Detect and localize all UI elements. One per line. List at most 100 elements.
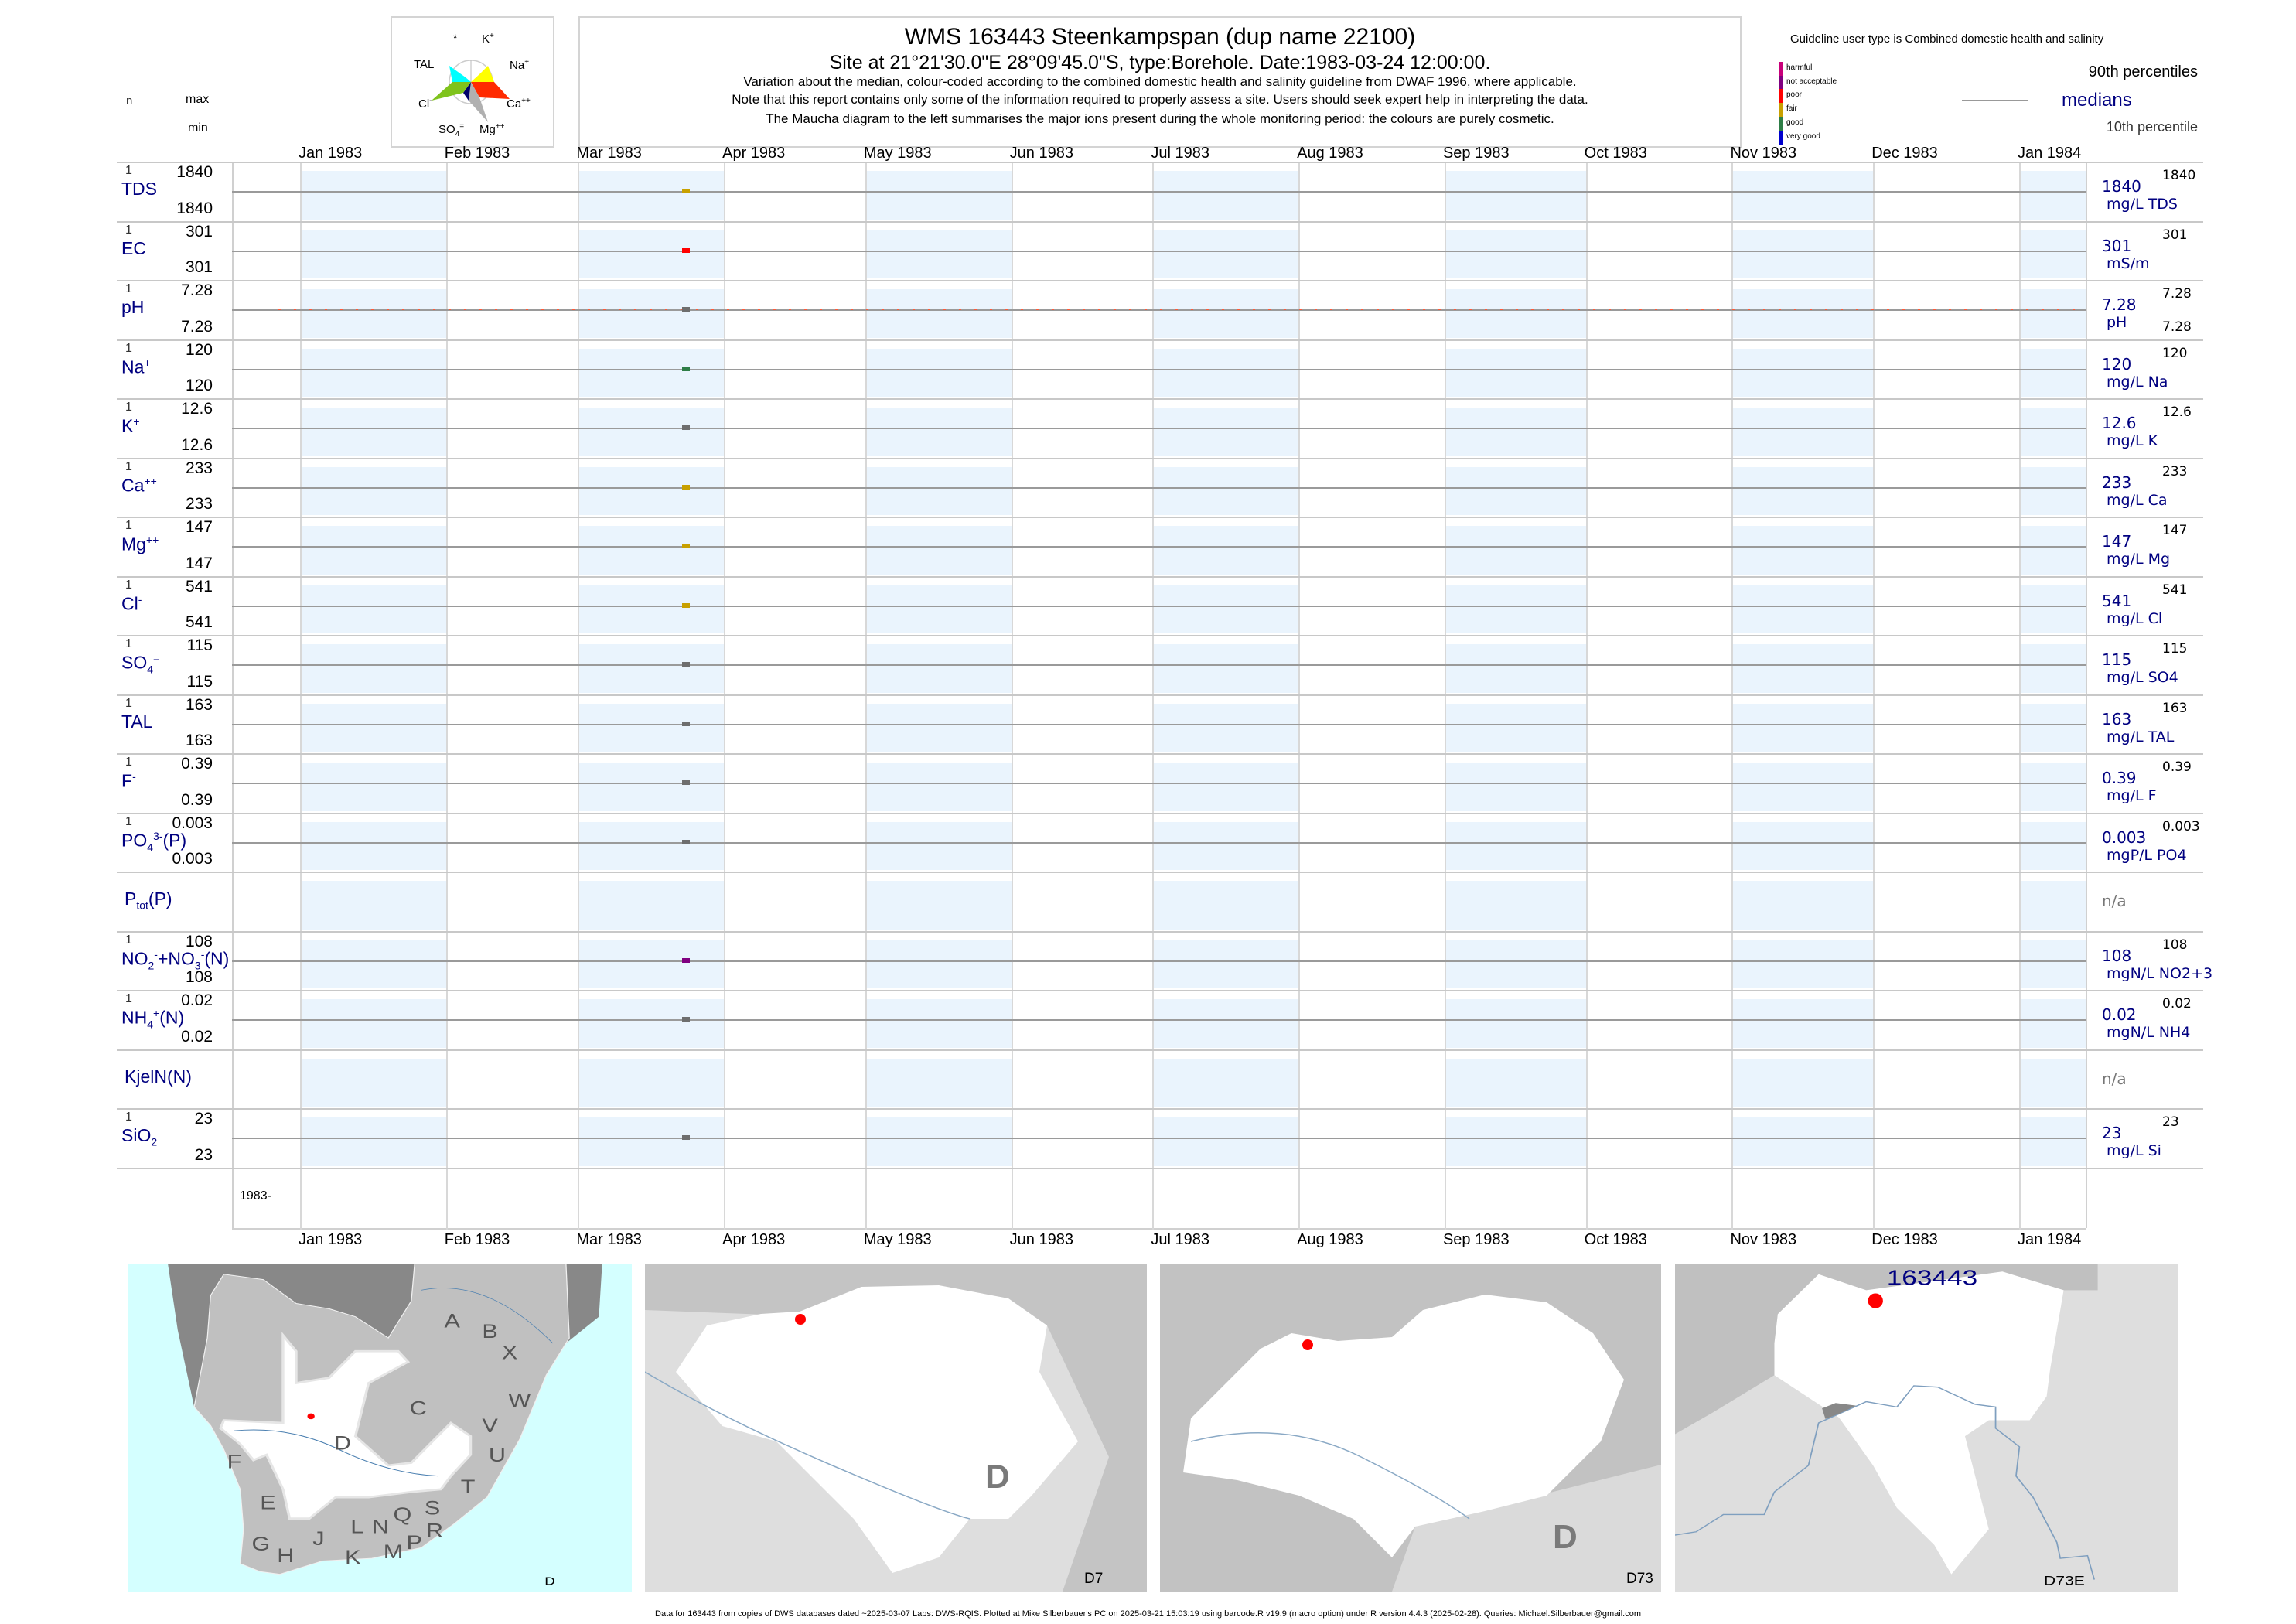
month-band (1152, 703, 1299, 752)
data-point-ph[interactable] (682, 307, 691, 312)
data-point-k[interactable] (682, 425, 691, 431)
month-band (1152, 940, 1299, 988)
month-band (300, 466, 446, 515)
parameter-label-tal: TAL (121, 711, 152, 732)
max-value: 108 (185, 932, 213, 950)
percentile-dot (1794, 309, 1796, 311)
map-drainage-region[interactable]: D D7 (645, 1264, 1147, 1592)
data-point-so4[interactable] (682, 662, 691, 667)
right-max: 23 (2162, 1114, 2179, 1130)
data-point-ca[interactable] (682, 484, 691, 490)
month-band (1152, 644, 1299, 693)
site-marker[interactable] (795, 1314, 806, 1325)
percentile-dot (1639, 309, 1642, 311)
median-value: 0.003 (2102, 827, 2147, 847)
label-part: Mg (121, 534, 146, 554)
percentile-dot (851, 309, 853, 311)
percentile-dot (897, 309, 899, 311)
percentile-dot (495, 309, 497, 311)
site-marker[interactable] (307, 1413, 315, 1420)
percentile-dot (1361, 309, 1363, 311)
map1-region-label: C (410, 1397, 427, 1419)
site-marker[interactable] (1302, 1339, 1313, 1350)
data-point-ec[interactable] (682, 247, 691, 253)
map1-region-label: E (260, 1492, 275, 1513)
right-max: 541 (2162, 582, 2188, 598)
label-part: Na (121, 357, 145, 377)
label-part: KjelN(N) (125, 1066, 192, 1087)
row-divider (117, 930, 2203, 933)
data-point-cl[interactable] (682, 602, 691, 608)
max-value: 163 (185, 695, 213, 714)
maucha-diagram: * K+ TAL Na+ Cl- Ca++ SO4= Mg++ (391, 16, 554, 148)
percentile-dot (990, 309, 992, 311)
data-point-f[interactable] (682, 780, 691, 786)
data-point-tal[interactable] (682, 721, 691, 726)
percentile-dot (1964, 309, 1967, 311)
label-part: = (153, 652, 160, 665)
month-band (578, 230, 725, 278)
month-band (2019, 526, 2086, 575)
parameter-label-cl: Cl- (121, 593, 142, 615)
map1-region-label: W (508, 1390, 531, 1411)
unit-label: pH (2107, 314, 2127, 332)
maucha-wedge-tal (449, 66, 471, 82)
data-point-tds[interactable] (682, 189, 691, 194)
maucha-cl-sup: - (429, 97, 432, 105)
parameter-label-po43p: PO43-(P) (121, 830, 186, 853)
guideline-legend: Guideline user type is Combined domestic… (1771, 23, 2289, 155)
label-part: EC (121, 237, 146, 258)
maucha-label-k: K+ (482, 32, 494, 46)
percentile-dot (1670, 309, 1673, 311)
month-band (2019, 999, 2086, 1048)
x-tick-label-bottom: Jan 1983 (299, 1231, 363, 1248)
median-line (232, 428, 2086, 430)
median-line (232, 960, 2086, 962)
site-marker[interactable] (1868, 1293, 1883, 1308)
data-point-mg[interactable] (682, 544, 691, 549)
map-secondary-catchment[interactable]: D D73 (1160, 1264, 1661, 1592)
legend-color-harmful (1779, 62, 1783, 76)
percentile-dot (1284, 309, 1286, 311)
map1-region-label: U (489, 1445, 506, 1466)
month-band (578, 763, 725, 811)
month-band (300, 289, 446, 338)
month-band (300, 703, 446, 752)
maucha-mg-text: Mg (479, 123, 496, 136)
row-divider (117, 517, 2203, 518)
percentile-dot (309, 309, 312, 311)
data-point-no2no3n[interactable] (682, 957, 691, 963)
median-value: 147 (2102, 532, 2132, 551)
row-divider (117, 1108, 2203, 1110)
percentile-dot (1531, 309, 1534, 311)
month-band (865, 171, 1012, 220)
month-band (1152, 348, 1299, 397)
month-band (2019, 585, 2086, 633)
percentile-dot (1191, 309, 1193, 311)
max-value: 147 (185, 518, 213, 536)
month-band (1444, 644, 1586, 693)
max-value: 23 (194, 1110, 213, 1128)
label-part: + (144, 356, 151, 369)
legend-label-poor: poor (1786, 90, 1803, 100)
min-value: 163 (185, 732, 213, 749)
percentile-dot (1160, 309, 1162, 311)
month-band (865, 585, 1012, 633)
month-band (1444, 171, 1586, 220)
map-quaternary-catchment[interactable]: 163443 D73E (1675, 1264, 2178, 1592)
map4-catchment (1774, 1271, 2064, 1575)
right-max: 163 (2162, 700, 2188, 716)
maucha-k-text: K (482, 32, 490, 46)
data-point-nh4n[interactable] (682, 1017, 691, 1022)
unit-label: mg/L K (2107, 432, 2158, 450)
percentile-dot (943, 309, 946, 311)
legend-p90: 90th percentiles (2088, 63, 2198, 80)
map2-big-label: D (985, 1458, 1010, 1496)
data-point-na[interactable] (682, 366, 691, 371)
data-point-sio2[interactable] (682, 1135, 691, 1141)
month-band (865, 526, 1012, 575)
unit-label: mg/L F (2107, 787, 2157, 805)
data-point-po43p[interactable] (682, 839, 691, 844)
max-value: 1840 (176, 163, 213, 181)
